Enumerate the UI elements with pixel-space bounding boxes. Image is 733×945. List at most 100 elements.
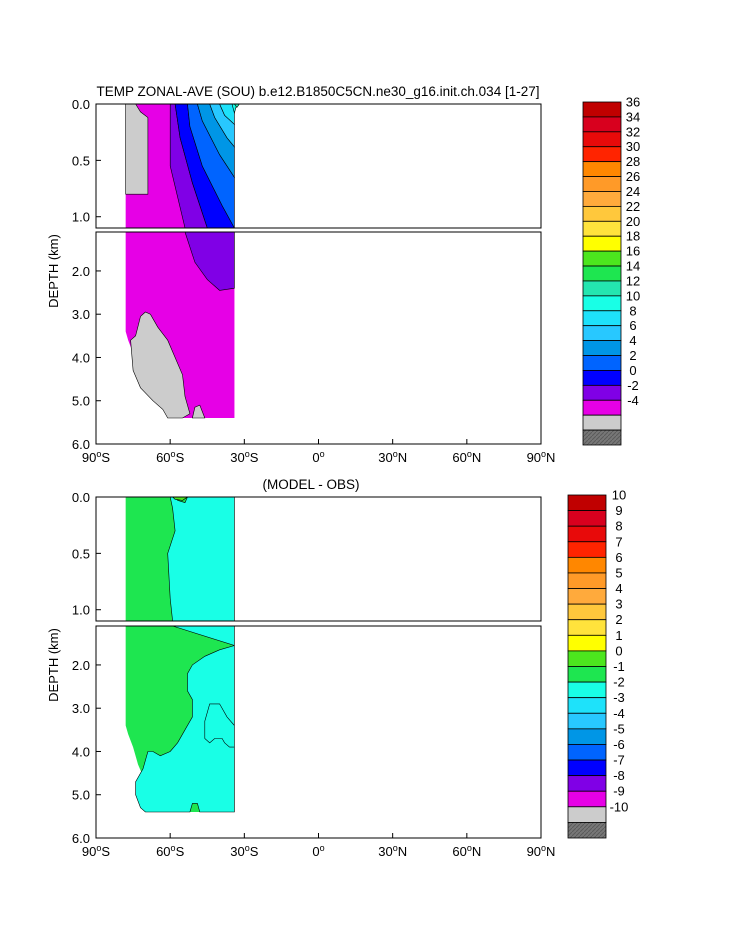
model-obs-chart: (MODEL - OBS) 0.0 0.5 1.0 2.0 3.0 4.0 5.0 6.0 9…	[46, 477, 628, 859]
x-tick-label: 0o	[312, 449, 324, 465]
y-tick-label: 0.0	[72, 490, 90, 505]
colorbar-label: -9	[613, 784, 625, 799]
x-ticks: 90oS 60oS 30oS 0o 30oN 60oN 90oN	[82, 833, 556, 859]
contour-region	[192, 404, 206, 419]
y-tick-label: 5.0	[72, 394, 90, 409]
x-tick-label: 60oN	[452, 843, 481, 859]
colorbar-label: 20	[626, 214, 640, 229]
colorbar-label: 0	[615, 643, 622, 658]
colorbar-box	[582, 205, 622, 222]
colorbar-box	[582, 176, 622, 192]
colorbar-box	[582, 161, 622, 177]
colorbar-label: 18	[626, 229, 640, 244]
y-tick-label: 5.0	[72, 788, 90, 803]
colorbar-box	[582, 265, 622, 282]
colorbar-box	[567, 759, 607, 777]
colorbar-label: -7	[613, 753, 625, 768]
colorbar-box	[567, 494, 607, 511]
colorbar-label: -8	[613, 768, 625, 783]
x-ticks: 90oS 60oS 30oS 0o 30oN 60oN 90oN	[82, 439, 555, 465]
colorbar-label: 5	[615, 565, 622, 580]
y-tick-label: 3.0	[72, 307, 90, 322]
colorbar-box	[567, 666, 607, 683]
colorbar-box	[582, 101, 622, 118]
colorbar-box	[582, 280, 622, 297]
contour-region	[135, 625, 235, 813]
chart-title: (MODEL - OBS)	[262, 477, 359, 492]
colorbar-label: 30	[626, 139, 640, 154]
colorbar-box	[567, 541, 607, 558]
colorbar-box	[582, 384, 622, 401]
colorbar-box	[582, 414, 622, 431]
colorbar-box	[567, 806, 607, 823]
colorbar-label: -5	[613, 721, 625, 736]
colorbar-label: 9	[615, 503, 622, 518]
colorbar-label: -10	[610, 799, 629, 814]
colorbar-label: 7	[615, 534, 622, 549]
colorbar-label: 22	[626, 199, 640, 214]
colorbar-box	[582, 295, 622, 312]
colorbar-label: 10	[626, 288, 640, 303]
colorbar-box	[582, 146, 622, 163]
colorbar-label: 10	[612, 488, 626, 503]
colorbar-box	[567, 728, 607, 745]
colorbar-label: -4	[613, 706, 625, 721]
y-tick-label: 0.5	[72, 153, 90, 168]
colorbar-box	[567, 525, 607, 543]
colorbar-box	[582, 250, 622, 267]
colorbar-box	[567, 588, 607, 605]
colorbar-box	[567, 712, 607, 730]
y-ticks: 0.0 0.5 1.0 2.0 3.0 4.0 5.0 6.0	[72, 490, 101, 846]
colorbar-label: 4	[629, 333, 636, 348]
y-tick-label: 0.0	[72, 97, 90, 112]
upper-panel-frame	[95, 496, 542, 622]
colorbar-label: 4	[615, 581, 622, 596]
x-tick-label: 60oS	[156, 843, 184, 859]
colorbar-label: 8	[629, 303, 636, 318]
y-tick-label: 2.0	[72, 264, 90, 279]
colorbar-box	[567, 681, 607, 699]
colorbar-label: 26	[626, 169, 640, 184]
colorbar-box	[567, 775, 607, 792]
colorbar-label: 28	[626, 154, 640, 169]
colorbar-label: 14	[626, 259, 640, 274]
colorbar-box	[567, 744, 607, 761]
colorbar-box	[567, 556, 607, 574]
colorbar-box	[582, 131, 622, 148]
colorbar-box	[582, 310, 622, 327]
lower-contour-regions	[125, 231, 235, 419]
colorbar-box	[582, 235, 622, 252]
colorbar-label: 6	[629, 318, 636, 333]
colorbar-box	[567, 510, 607, 527]
colorbar-label: -3	[613, 690, 625, 705]
colorbar-box	[582, 429, 622, 446]
x-tick-label: 90oN	[527, 843, 556, 859]
x-tick-label: 30oN	[378, 843, 407, 859]
y-tick-label: 3.0	[72, 701, 90, 716]
colorbar-label: 8	[615, 519, 622, 534]
colorbar-label: -4	[627, 393, 639, 408]
colorbar-box	[582, 399, 622, 416]
contour-region	[125, 103, 149, 195]
contour-region	[167, 496, 235, 622]
contour-region	[130, 311, 191, 419]
colorbar-box	[567, 572, 607, 589]
colorbar-label: 2	[615, 612, 622, 627]
colorbar-box	[582, 370, 622, 386]
y-tick-label: 6.0	[72, 437, 90, 452]
colorbar-label: -6	[613, 737, 625, 752]
x-tick-label: 0o	[312, 843, 324, 859]
colorbar-box	[567, 634, 607, 652]
colorbar-box	[582, 220, 622, 237]
colorbar-label: 36	[626, 95, 640, 110]
colorbar-label: -2	[627, 378, 639, 393]
y-axis-label: DEPTH (km)	[46, 234, 61, 308]
x-tick-label: 30oS	[230, 449, 258, 465]
upper-contour-regions	[125, 496, 235, 622]
colorbar-label: -1	[613, 659, 625, 674]
y-tick-label: 6.0	[72, 831, 90, 846]
x-tick-label: 90oS	[82, 843, 110, 859]
colorbar-label: 0	[629, 363, 636, 378]
